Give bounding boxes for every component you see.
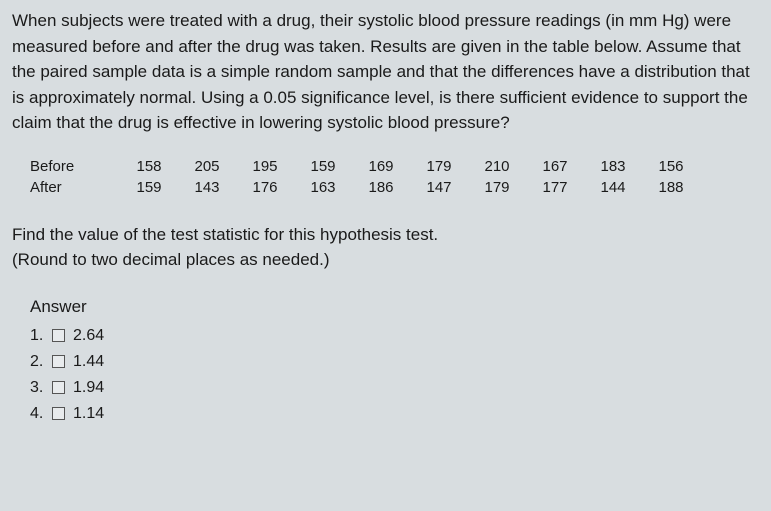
data-cell: 169: [352, 156, 410, 177]
answer-heading: Answer: [30, 297, 759, 317]
data-cell: 188: [642, 177, 700, 198]
option-number: 2.: [30, 353, 52, 371]
data-cell: 156: [642, 156, 700, 177]
data-cell: 147: [410, 177, 468, 198]
option-value: 1.44: [73, 353, 104, 371]
instruction-text: Find the value of the test statistic for…: [12, 222, 759, 273]
checkbox-icon[interactable]: [52, 407, 65, 420]
instruction-line2: (Round to two decimal places as needed.): [12, 247, 759, 273]
table-row-before: Before 158 205 195 159 169 179 210 167 1…: [30, 156, 759, 177]
data-cell: 144: [584, 177, 642, 198]
answer-section: Answer 1. 2.64 2. 1.44 3. 1.94 4. 1.14: [30, 297, 759, 423]
data-cell: 158: [120, 156, 178, 177]
answer-option-4[interactable]: 4. 1.14: [30, 405, 759, 423]
data-cell: 179: [410, 156, 468, 177]
checkbox-icon[interactable]: [52, 355, 65, 368]
option-value: 2.64: [73, 327, 104, 345]
row-label-before: Before: [30, 156, 120, 177]
data-cell: 205: [178, 156, 236, 177]
data-cell: 176: [236, 177, 294, 198]
checkbox-icon[interactable]: [52, 381, 65, 394]
answer-option-1[interactable]: 1. 2.64: [30, 327, 759, 345]
data-cell: 186: [352, 177, 410, 198]
option-number: 1.: [30, 327, 52, 345]
data-cell: 183: [584, 156, 642, 177]
option-number: 3.: [30, 379, 52, 397]
data-cell: 159: [120, 177, 178, 198]
data-table: Before 158 205 195 159 169 179 210 167 1…: [30, 156, 759, 198]
option-value: 1.14: [73, 405, 104, 423]
data-cell: 163: [294, 177, 352, 198]
answer-option-2[interactable]: 2. 1.44: [30, 353, 759, 371]
option-value: 1.94: [73, 379, 104, 397]
option-number: 4.: [30, 405, 52, 423]
data-cell: 179: [468, 177, 526, 198]
data-cell: 143: [178, 177, 236, 198]
data-cell: 159: [294, 156, 352, 177]
data-cell: 195: [236, 156, 294, 177]
instruction-line1: Find the value of the test statistic for…: [12, 222, 759, 248]
question-text: When subjects were treated with a drug, …: [12, 8, 759, 136]
data-cell: 177: [526, 177, 584, 198]
answer-option-3[interactable]: 3. 1.94: [30, 379, 759, 397]
checkbox-icon[interactable]: [52, 329, 65, 342]
data-cell: 167: [526, 156, 584, 177]
row-label-after: After: [30, 177, 120, 198]
table-row-after: After 159 143 176 163 186 147 179 177 14…: [30, 177, 759, 198]
data-cell: 210: [468, 156, 526, 177]
